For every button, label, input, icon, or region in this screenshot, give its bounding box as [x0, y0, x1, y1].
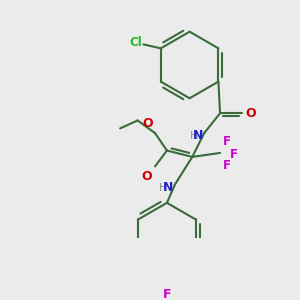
Text: O: O — [141, 169, 152, 183]
Text: N: N — [163, 181, 173, 194]
Text: Cl: Cl — [129, 36, 142, 49]
Text: H: H — [190, 130, 198, 140]
Text: O: O — [245, 107, 256, 120]
Text: F: F — [230, 148, 238, 161]
Text: O: O — [143, 117, 154, 130]
Text: F: F — [223, 159, 231, 172]
Text: H: H — [159, 183, 167, 193]
Text: N: N — [193, 129, 203, 142]
Text: F: F — [163, 288, 171, 300]
Text: F: F — [223, 135, 231, 148]
